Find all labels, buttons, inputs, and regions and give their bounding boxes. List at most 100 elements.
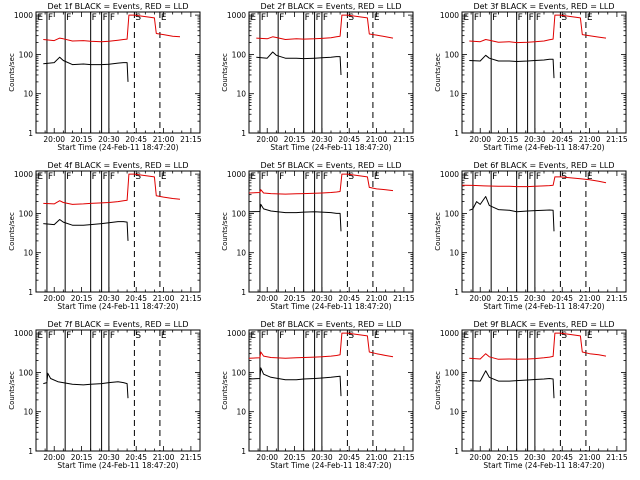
interval-marker-label: F [536,172,541,182]
x-axis-label: Start Time (24-Feb-11 18:47:20) [270,461,391,470]
panel-title: Det 6f BLACK = Events, RED = LLD [473,161,614,170]
y-tick-label: 1 [28,447,33,456]
y-axis-label: Counts/sec [434,212,442,251]
interval-marker-label: E [587,13,593,23]
interval-marker-label: F [48,13,53,23]
y-tick-label: 100 [445,50,460,59]
x-axis-label: Start Time (24-Feb-11 18:47:20) [483,143,604,152]
x-tick-label: 20:15 [71,135,93,144]
panel-title: Det 1f BLACK = Events, RED = LLD [47,2,188,11]
y-tick-label: 1000 [14,329,33,338]
interval-marker-label: F [529,13,534,23]
interval-marker-label: F [518,13,523,23]
y-tick-label: 100 [232,368,247,377]
x-tick-label: 20:45 [338,135,360,144]
y-tick-label: 1000 [227,170,246,179]
events-series-line [43,219,129,241]
x-tick-label: 20:30 [524,294,546,303]
x-tick-label: 20:45 [338,294,360,303]
x-axis-label: Start Time (24-Feb-11 18:47:20) [270,302,391,311]
interval-marker-label: F [316,172,321,182]
interval-marker-label: E [250,172,256,182]
events-series-line [256,51,342,76]
x-tick-label: 20:30 [524,135,546,144]
y-tick-label: 1000 [227,11,246,20]
plot-frame [461,11,627,134]
events-series-line [248,367,342,397]
interval-marker-label: E [37,172,43,182]
y-tick-label: 10 [449,408,459,417]
y-axis-label: Counts/sec [221,53,229,92]
detector-panel-5: Det 5f BLACK = Events, RED = LLD 1 10 100 10… [221,161,415,311]
interval-marker-label: F [48,172,53,182]
y-tick-label: 1000 [14,170,33,179]
y-tick-label: 1000 [440,170,459,179]
y-tick-label: 100 [232,50,247,59]
interval-marker-label: F [48,331,53,341]
events-series-line [43,372,129,399]
interval-marker-label: F [305,172,310,182]
y-tick-label: 100 [19,50,34,59]
x-tick-label: 20:00 [256,135,278,144]
interval-marker-label: E [250,331,256,341]
events-series-line [469,370,555,399]
x-tick-label: 21:15 [393,135,415,144]
interval-marker-label: E [374,172,380,182]
y-axis-label: Counts/sec [434,53,442,92]
x-axis-label: Start Time (24-Feb-11 18:47:20) [270,143,391,152]
x-tick-label: 20:15 [497,453,519,462]
y-tick-label: 1000 [440,11,459,20]
events-series-line [469,54,555,79]
x-tick-label: 20:45 [338,453,360,462]
panel-title: Det 9f BLACK = Events, RED = LLD [473,320,614,329]
x-tick-label: 20:15 [284,453,306,462]
x-axis-label: Start Time (24-Feb-11 18:47:20) [57,143,178,152]
y-tick-label: 10 [236,90,246,99]
x-tick-label: 21:00 [153,135,175,144]
plot-frame [35,11,201,134]
y-axis-label: Counts/sec [221,212,229,251]
y-tick-label: 1 [454,129,459,138]
x-tick-label: 21:15 [393,453,415,462]
interval-marker-label: F [279,331,284,341]
y-tick-label: 10 [236,408,246,417]
x-tick-label: 21:15 [393,294,415,303]
x-tick-label: 20:15 [71,294,93,303]
interval-marker-label: F [474,172,479,182]
detector-panel-3: Det 3f BLACK = Events, RED = LLD 1 10 100 10… [434,2,628,152]
x-tick-label: 20:45 [551,453,573,462]
interval-marker-label: F [492,172,497,182]
y-axis-label: Counts/sec [8,212,16,251]
plot-frame [461,329,627,452]
x-tick-label: 21:15 [180,135,202,144]
interval-marker-label: F [110,331,115,341]
x-tick-label: 20:45 [125,135,147,144]
interval-marker-label: E [161,331,167,341]
x-tick-label: 20:45 [551,294,573,303]
interval-marker-label: F [261,172,266,182]
y-tick-label: 10 [23,249,33,258]
interval-marker-label: F [92,172,97,182]
y-tick-label: 1 [28,288,33,297]
x-tick-label: 20:00 [469,294,491,303]
plot-frame [248,11,414,134]
interval-marker-label: F [518,172,523,182]
x-tick-label: 21:00 [579,135,601,144]
interval-marker-label: E [374,331,380,341]
interval-marker-label: F [492,13,497,23]
interval-marker-label: F [279,13,284,23]
panel-title: Det 5f BLACK = Events, RED = LLD [260,161,401,170]
x-tick-label: 20:00 [43,453,65,462]
interval-marker-label: E [463,13,469,23]
y-tick-label: 1000 [227,329,246,338]
x-tick-label: 20:45 [125,453,147,462]
y-tick-label: 1 [241,129,246,138]
x-axis-label: Start Time (24-Feb-11 18:47:20) [483,302,604,311]
interval-marker-label: F [536,331,541,341]
interval-marker-label: F [261,13,266,23]
interval-marker-label: E [587,331,593,341]
x-tick-label: 20:00 [43,135,65,144]
interval-marker-label: F [92,331,97,341]
panel-title: Det 4f BLACK = Events, RED = LLD [47,161,188,170]
interval-marker-label: F [518,331,523,341]
